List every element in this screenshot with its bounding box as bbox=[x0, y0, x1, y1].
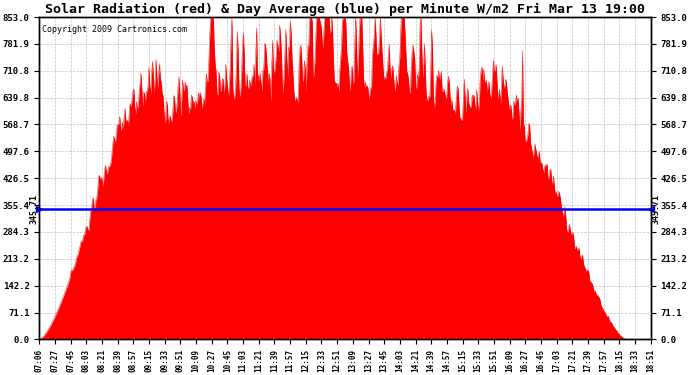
Title: Solar Radiation (red) & Day Average (blue) per Minute W/m2 Fri Mar 13 19:00: Solar Radiation (red) & Day Average (blu… bbox=[45, 3, 645, 16]
Text: Copyright 2009 Cartronics.com: Copyright 2009 Cartronics.com bbox=[42, 25, 188, 34]
Text: 345.71: 345.71 bbox=[651, 194, 660, 224]
Text: 345.71: 345.71 bbox=[30, 194, 39, 224]
